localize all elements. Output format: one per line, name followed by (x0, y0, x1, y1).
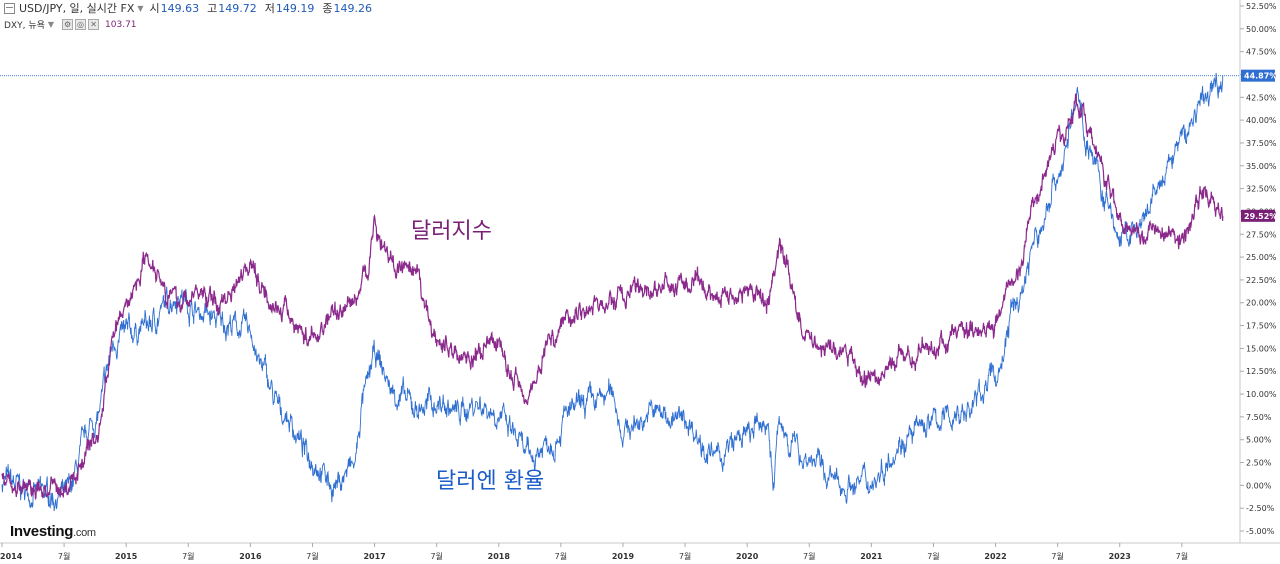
dxy-last-label-bg (1241, 209, 1275, 222)
close-value: 149.26 (333, 1, 373, 15)
symbol-label[interactable]: USD/JPY, 일, 실시간 FX (19, 2, 135, 15)
y-tick-label: -5.00% (1246, 527, 1275, 536)
x-tick-label: 7월 (1051, 551, 1063, 561)
usdjpy-last-label-bg (1241, 69, 1275, 82)
x-tick-label: 7월 (430, 551, 442, 561)
y-tick-label: 50.00% (1246, 25, 1277, 34)
x-tick-label: 7월 (927, 551, 939, 561)
x-tick-label: 2020 (736, 552, 759, 561)
x-tick-label: 7월 (182, 551, 194, 561)
close-icon[interactable]: ✕ (88, 19, 100, 30)
settings-icon[interactable]: ⚙ (62, 19, 74, 30)
secondary-legend: DXY, 뉴욕 ▼ ⚙ ◎ ✕ 103.71 (4, 18, 137, 31)
y-tick-label: 17.50% (1246, 322, 1277, 331)
x-tick-label: 2018 (488, 552, 511, 561)
close-label: 종 (322, 2, 333, 15)
x-tick-label: 7월 (803, 551, 815, 561)
price-legend: USD/JPY, 일, 실시간 FX ▼ 시 149.63 고 149.72 저 14… (4, 0, 372, 16)
chevron-down-icon[interactable]: ▼ (137, 3, 144, 13)
x-tick-label: 7월 (679, 551, 691, 561)
y-tick-label: 25.00% (1246, 253, 1277, 262)
y-tick-label: 42.50% (1246, 93, 1277, 102)
chevron-down-icon[interactable]: ▼ (47, 20, 55, 29)
visibility-icon[interactable]: ◎ (75, 19, 87, 30)
x-tick-label: 7월 (1176, 551, 1188, 561)
x-tick-label: 2022 (984, 552, 1006, 561)
low-label: 저 (264, 2, 275, 15)
x-tick-label: 7월 (555, 551, 567, 561)
y-tick-label: 37.50% (1246, 139, 1277, 148)
y-tick-label: 2.50% (1246, 459, 1272, 468)
y-tick-label: 20.00% (1246, 299, 1277, 308)
dxy-line[interactable] (1, 93, 1224, 501)
y-tick-label: 7.50% (1246, 413, 1272, 422)
y-tick-label: 15.00% (1246, 344, 1277, 353)
x-tick-label: 2019 (612, 552, 635, 561)
high-label: 고 (207, 2, 218, 15)
y-tick-label: 52.50% (1246, 2, 1277, 11)
secondary-value: 103.71 (105, 19, 137, 30)
x-tick-label: 2023 (1109, 552, 1131, 561)
x-tick-label: 2014 (0, 552, 23, 561)
y-tick-label: -2.50% (1246, 504, 1275, 513)
dxy-annotation: 달러지수 (411, 219, 492, 244)
x-tick-label: 2015 (115, 552, 138, 561)
open-value: 149.63 (160, 1, 200, 15)
usdjpy-last-label: 44.87% (1244, 72, 1277, 81)
usdjpy-annotation: 달러엔 환율 (436, 469, 544, 494)
x-tick-label: 2017 (363, 552, 385, 561)
y-tick-label: 47.50% (1246, 48, 1277, 57)
x-tick-label: 7월 (58, 551, 70, 561)
investing-logo[interactable]: Investing.com (10, 523, 96, 540)
low-value: 149.19 (275, 1, 315, 15)
y-tick-label: 12.50% (1246, 367, 1277, 376)
y-tick-label: 10.00% (1246, 390, 1277, 399)
x-tick-label: 2021 (860, 552, 883, 561)
y-tick-label: 35.00% (1246, 162, 1277, 171)
y-tick-label: 5.00% (1246, 436, 1272, 445)
open-label: 시 (149, 2, 160, 15)
x-tick-label: 2016 (239, 552, 262, 561)
y-tick-label: 27.50% (1246, 230, 1277, 239)
usdjpy-line[interactable] (1, 72, 1224, 512)
high-value: 149.72 (218, 1, 257, 15)
y-tick-label: 32.50% (1246, 185, 1277, 194)
y-tick-label: 0.00% (1246, 481, 1272, 490)
x-tick-label: 7월 (306, 551, 318, 561)
secondary-symbol[interactable]: DXY, 뉴욕 (4, 21, 45, 31)
y-tick-label: 40.00% (1246, 116, 1277, 125)
y-tick-label: 22.50% (1246, 276, 1277, 285)
dxy-last-label: 29.52% (1244, 212, 1277, 221)
collapse-icon[interactable] (4, 2, 15, 14)
